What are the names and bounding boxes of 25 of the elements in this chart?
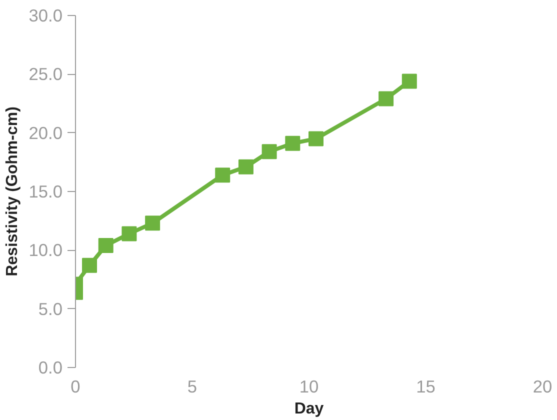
point bbox=[402, 74, 417, 89]
point bbox=[82, 258, 98, 273]
x-tick-label: 10 bbox=[299, 376, 319, 396]
point bbox=[285, 136, 300, 151]
x-tick-label: 15 bbox=[416, 376, 436, 396]
y-tick-label: 10.0 bbox=[28, 240, 63, 260]
point bbox=[238, 159, 254, 174]
x-tick-label: 5 bbox=[187, 376, 198, 396]
y-tick-label: 20.0 bbox=[28, 122, 63, 143]
y-tick-label: 0.0 bbox=[38, 358, 63, 378]
y-axis-title: Resistivity (Gohm-cm) bbox=[4, 106, 21, 276]
point bbox=[262, 144, 277, 160]
point bbox=[308, 131, 324, 146]
point bbox=[145, 216, 160, 231]
y-tick-label: 15.0 bbox=[28, 182, 63, 202]
point bbox=[215, 168, 230, 183]
x-tick-label: 0 bbox=[70, 376, 80, 396]
x-axis-title: Day bbox=[294, 400, 324, 418]
point bbox=[98, 238, 114, 253]
y-tick-label: 25.0 bbox=[28, 64, 63, 84]
point bbox=[122, 226, 137, 242]
y-tick-label: 5.0 bbox=[38, 298, 63, 319]
x-tick-label: 20 bbox=[532, 376, 552, 396]
point bbox=[378, 91, 394, 106]
y-tick-label: 30.0 bbox=[28, 6, 63, 26]
